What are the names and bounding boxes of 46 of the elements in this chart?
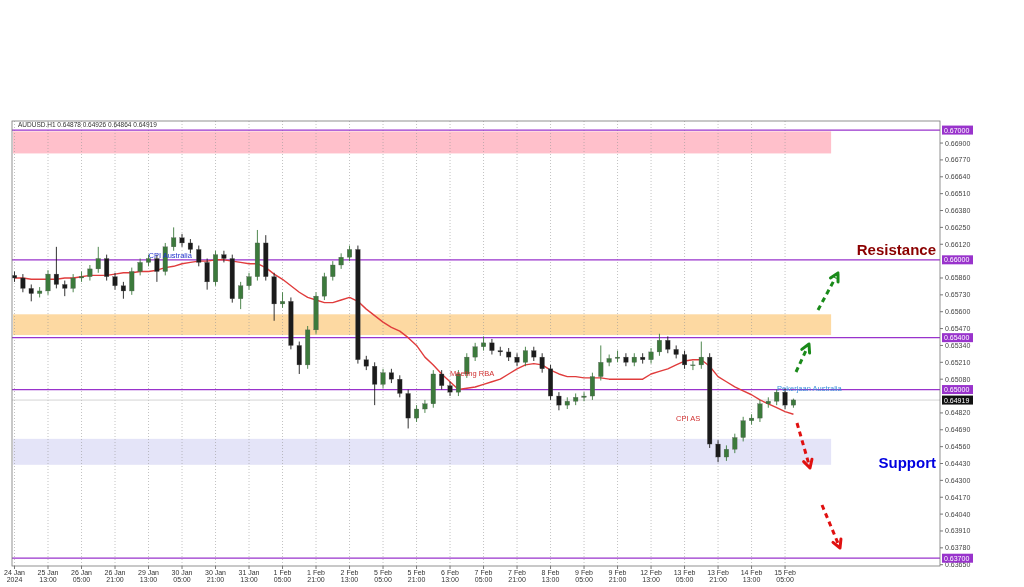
candlestick [690,360,696,371]
candlestick [238,281,244,310]
candlestick [95,246,101,274]
candlestick [698,341,704,370]
candlestick [682,350,687,370]
candlestick [439,369,445,391]
candlestick [296,341,302,375]
candlestick [20,273,26,293]
candlestick [715,439,721,463]
candlestick [330,260,336,282]
text: Support [878,454,936,472]
candlestick [246,272,252,291]
candlestick [221,250,227,263]
candlestick [447,381,453,397]
candlestick [514,352,520,367]
candlestick [556,391,562,411]
candlestick [129,267,135,296]
candlestick [581,391,587,402]
candlestick [104,254,110,282]
candlestick [45,269,51,296]
text: Resistance [856,241,936,259]
candlestick [204,258,210,291]
candlestick [732,433,738,454]
candlestick [656,333,662,357]
candlestick [623,352,629,367]
candlestick [397,374,403,398]
candlestick [489,338,495,355]
candlestick [589,372,595,401]
candlestick [87,264,93,282]
candlestick [757,399,763,423]
candlestick [321,272,327,301]
candlestick [539,352,545,374]
candlestick [522,346,528,367]
candlestick [380,368,386,389]
candlestick [648,347,654,365]
candlestick [70,273,76,293]
candlestick [53,246,59,289]
candlestick [372,361,378,406]
candlestick [740,416,746,442]
candlestick [112,272,118,291]
candlestick [171,226,177,252]
candlestick [196,245,202,267]
candlestick [422,399,428,414]
candlestick [598,345,604,381]
candlestick [179,233,185,248]
candlestick [472,342,478,362]
